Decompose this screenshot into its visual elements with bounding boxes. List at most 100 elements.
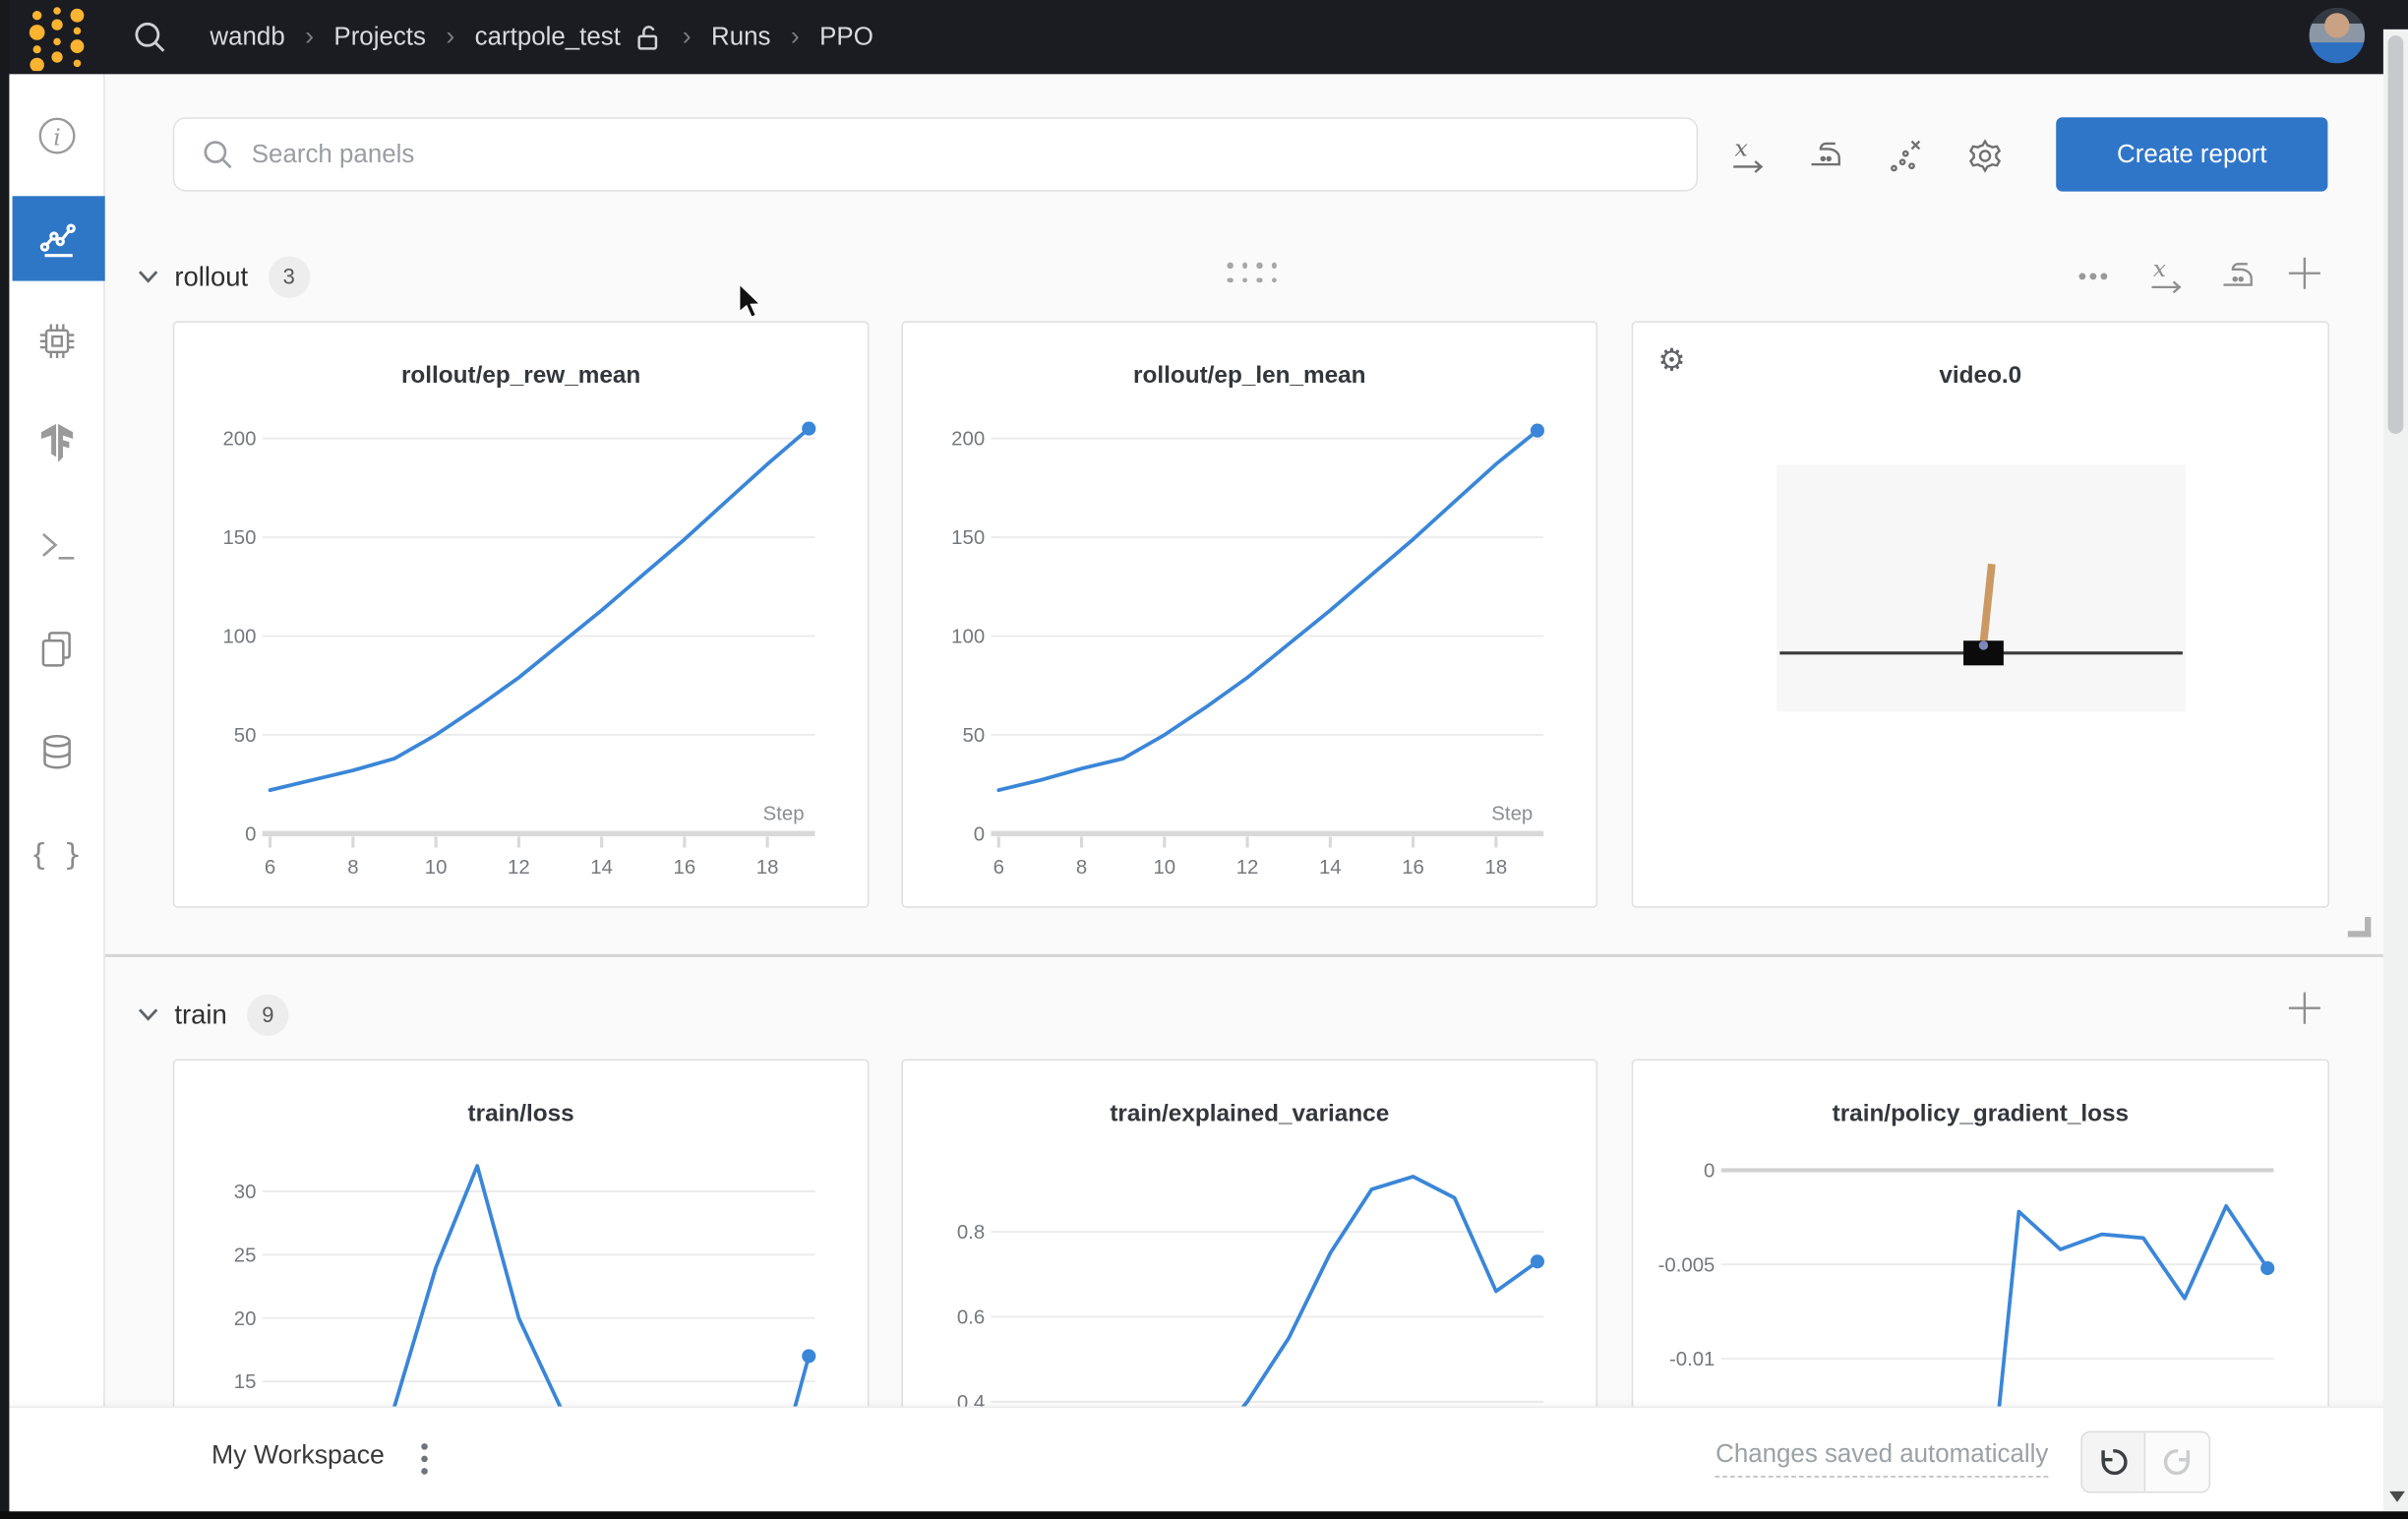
svg-text:200: 200 [951, 429, 985, 451]
svg-text:16: 16 [1402, 857, 1424, 879]
smoothing-iron-icon[interactable] [1804, 135, 1847, 178]
svg-text:12: 12 [508, 857, 530, 879]
svg-text:50: 50 [234, 725, 257, 747]
chart-title: rollout/ep_rew_mean [400, 362, 641, 390]
chevron-down-icon[interactable] [136, 264, 160, 288]
chart-title: train/loss [467, 1100, 574, 1127]
chevron-separator-icon: › [446, 21, 455, 51]
wandb-logo-icon[interactable] [25, 3, 92, 72]
svg-text:18: 18 [756, 857, 779, 879]
breadcrumb-projects[interactable]: Projects [333, 22, 426, 50]
cartpole-video-frame[interactable] [1776, 464, 2187, 712]
scrollbar-down-arrow-icon[interactable] [2389, 1490, 2405, 1502]
undo-button[interactable] [2081, 1432, 2146, 1491]
search-panels-input[interactable] [251, 140, 1697, 169]
svg-text:100: 100 [222, 627, 256, 648]
cartpole-pivot [1978, 640, 1989, 650]
train-section-header: train 9 [136, 991, 289, 1037]
outliers-scatter-icon[interactable] [1885, 135, 1928, 178]
svg-text:8: 8 [347, 857, 358, 879]
sidebar-charts-tab-active[interactable] [12, 196, 105, 281]
top-navbar: wandb › Projects › cartpole_test › Runs … [0, 0, 2408, 75]
chart-panel-ep-rew-mean: rollout/ep_rew_mean 0 50 100 150 200 6 8 10 12 14… [172, 321, 871, 909]
svg-text:20: 20 [234, 1308, 257, 1330]
svg-text:Step: Step [763, 803, 805, 824]
svg-text:0.6: 0.6 [957, 1306, 985, 1328]
section-x-axis-icon[interactable]: x [2145, 256, 2186, 296]
svg-text:0: 0 [245, 823, 256, 845]
sidebar-config-braces-icon[interactable]: { } [9, 820, 104, 887]
breadcrumb-wandb[interactable]: wandb [210, 22, 285, 50]
sidebar-system-chip-icon[interactable] [9, 307, 104, 375]
chart-panel-ep-len-mean: rollout/ep_len_mean 0 50 100 150 200 6 8 10 12 14… [901, 321, 1599, 909]
user-avatar[interactable] [2309, 7, 2366, 64]
svg-text:Step: Step [1491, 803, 1533, 824]
svg-text:100: 100 [951, 627, 985, 648]
sidebar-artifacts-copy-icon[interactable] [9, 615, 104, 683]
open-lock-icon [634, 23, 662, 52]
sidebar-tensorflow-icon[interactable] [9, 409, 104, 477]
svg-text:x: x [1734, 136, 1747, 161]
svg-text:14: 14 [590, 857, 613, 879]
chevron-down-icon[interactable] [136, 1002, 160, 1026]
autosave-status: Changes saved automatically [1716, 1440, 2049, 1478]
breadcrumb-project-name[interactable]: cartpole_test [474, 22, 621, 50]
svg-text:6: 6 [265, 857, 275, 879]
mouse-cursor [738, 282, 762, 319]
svg-text:0: 0 [1704, 1161, 1715, 1183]
section-divider [104, 953, 2385, 957]
video-panel: ⚙ video.0 [1631, 321, 2329, 908]
section-drag-handle[interactable] [1227, 262, 1277, 283]
sidebar-logs-terminal-icon[interactable] [9, 511, 104, 578]
breadcrumb-run-name[interactable]: PPO [819, 22, 873, 50]
left-sidebar: i [9, 74, 105, 1407]
section-title: train [174, 998, 227, 1029]
video-title: video.0 [1939, 362, 2022, 390]
svg-text:-0.005: -0.005 [1658, 1254, 1716, 1276]
section-title: rollout [174, 260, 249, 291]
settings-gear-icon[interactable] [1963, 135, 2007, 178]
sidebar-info-icon[interactable]: i [9, 102, 104, 170]
svg-text:18: 18 [1484, 857, 1507, 879]
svg-text:10: 10 [1153, 857, 1175, 879]
scrollbar-thumb[interactable] [2387, 35, 2404, 434]
svg-text:6: 6 [993, 857, 1004, 879]
chevron-separator-icon: › [305, 21, 315, 51]
redo-button[interactable] [2145, 1432, 2209, 1491]
sidebar-database-icon[interactable] [9, 718, 104, 786]
panel-gear-icon[interactable]: ⚙ [1657, 343, 1686, 379]
section-resize-handle[interactable] [2347, 917, 2372, 938]
undo-redo-group [2080, 1430, 2211, 1493]
global-search-icon[interactable] [133, 20, 167, 54]
workspace-menu-kebab-icon[interactable] [414, 1434, 436, 1491]
page-scrollbar[interactable] [2382, 29, 2408, 1512]
chart-title: train/explained_variance [1110, 1100, 1390, 1127]
rollout-section-header: rollout 3 [136, 253, 310, 299]
chevron-separator-icon: › [682, 21, 692, 51]
panel-count-badge: 9 [247, 993, 289, 1036]
line-chart-ep-rew-mean[interactable]: 0 50 100 150 200 6 8 10 12 14 16 18 Step [174, 323, 871, 909]
x-axis-settings-icon[interactable]: x [1727, 135, 1771, 178]
workspace-footer: My Workspace Changes saved automatically [0, 1406, 2408, 1513]
svg-text:150: 150 [951, 527, 985, 549]
svg-text:8: 8 [1076, 857, 1087, 879]
svg-text:x: x [2153, 256, 2166, 281]
chart-title: rollout/ep_len_mean [1133, 362, 1366, 390]
svg-text:-0.01: -0.01 [1669, 1349, 1715, 1370]
svg-text:14: 14 [1319, 857, 1342, 879]
create-report-button[interactable]: Create report [2056, 117, 2328, 192]
breadcrumb-runs[interactable]: Runs [710, 22, 771, 50]
svg-text:0.8: 0.8 [957, 1222, 985, 1244]
svg-text:10: 10 [425, 857, 448, 879]
add-panel-icon[interactable] [2284, 253, 2324, 293]
line-chart-ep-len-mean[interactable]: 0 50 100 150 200 6 8 10 12 14 16 18 Step [903, 323, 1599, 909]
workspace-title: My Workspace [211, 1440, 385, 1470]
breadcrumb: wandb › Projects › cartpole_test › Runs … [210, 0, 873, 74]
svg-text:150: 150 [222, 527, 256, 549]
svg-text:0: 0 [974, 823, 985, 845]
search-icon [204, 141, 232, 169]
window-bottom-edge [0, 1511, 2408, 1519]
add-panel-icon[interactable] [2284, 988, 2324, 1028]
section-smoothing-iron-icon[interactable] [2218, 256, 2258, 296]
section-overflow-menu-icon[interactable] [2073, 256, 2113, 296]
